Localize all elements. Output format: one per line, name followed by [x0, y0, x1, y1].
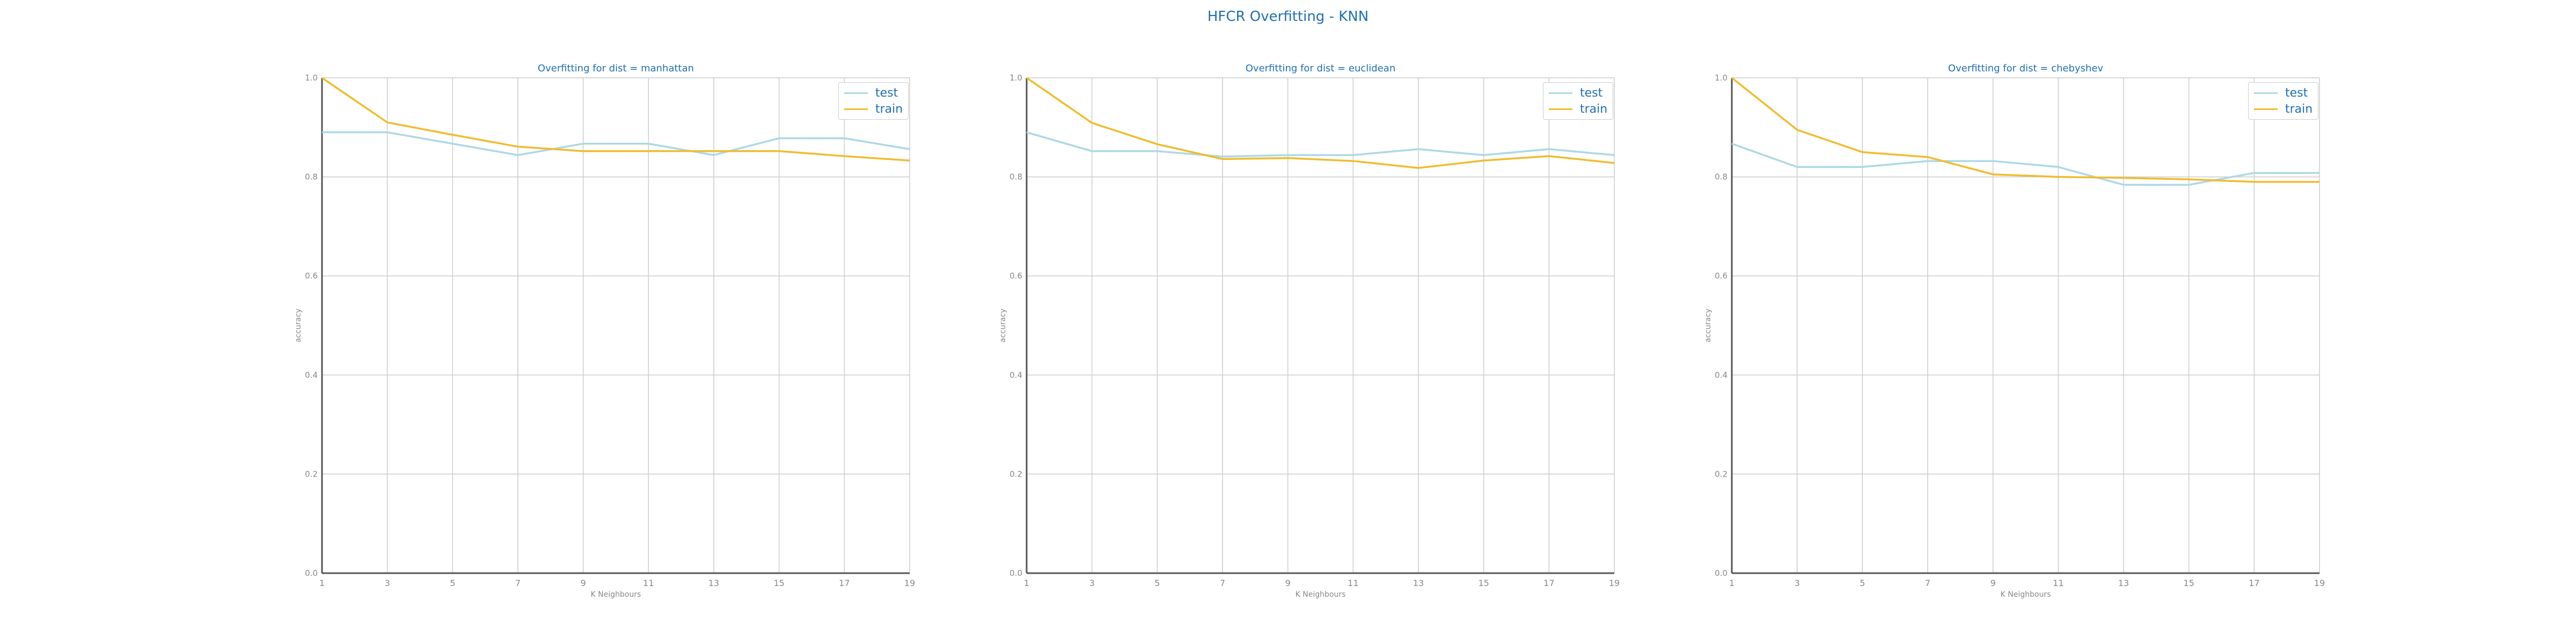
y-tick-label: 0.6 — [305, 271, 318, 281]
x-tick-label: 9 — [1285, 578, 1291, 588]
legend-swatch — [1549, 92, 1572, 94]
x-tick-label: 11 — [643, 578, 654, 588]
x-tick-label: 1 — [319, 578, 325, 588]
legend: test train — [1543, 82, 1614, 120]
x-tick-label: 15 — [1478, 578, 1489, 588]
series-line-train — [321, 77, 910, 162]
y-tick-label: 0.4 — [1009, 370, 1022, 380]
y-tick-label: 0.6 — [1009, 271, 1022, 281]
y-tick-label: 0.2 — [1009, 469, 1022, 479]
series-line-train — [1731, 77, 2319, 183]
y-tick-label: 0.2 — [1715, 469, 1728, 479]
chart-title: Overfitting for dist = chebyshev — [1948, 63, 2103, 74]
y-tick-label: 1.0 — [1009, 73, 1022, 83]
chart-panel-2: 1 3 5 7 9 11 13 15 17 190.00.20.40.60.81.0Overfit… — [999, 63, 1620, 599]
x-tick-label: 15 — [773, 578, 784, 588]
chart-panel-1: 1 3 5 7 9 11 13 15 17 190.00.20.40.60.81.0Overfit… — [294, 63, 915, 599]
y-axis-label: accuracy — [1704, 309, 1713, 342]
legend-label: train — [2285, 102, 2313, 116]
x-axis-label: K Neighbours — [1296, 590, 1346, 599]
series-line-test — [1026, 131, 1615, 158]
x-tick-label: 5 — [450, 578, 455, 588]
legend-label: test — [1580, 86, 1603, 100]
x-axis-label: K Neighbours — [2001, 590, 2051, 599]
legend-item-test: test — [844, 85, 903, 101]
legend-swatch — [844, 92, 868, 94]
x-tick-label: 13 — [1413, 578, 1424, 588]
y-tick-label: 0.4 — [1715, 370, 1728, 380]
x-tick-label: 3 — [1089, 578, 1095, 588]
legend-swatch — [844, 108, 868, 110]
legend-item-train: train — [2254, 101, 2312, 117]
legend-label: train — [875, 102, 903, 116]
legend: test train — [838, 82, 909, 120]
y-tick-label: 0.0 — [305, 568, 318, 578]
x-tick-label: 9 — [1990, 578, 1996, 588]
x-tick-label: 7 — [515, 578, 521, 588]
legend-label: test — [2285, 86, 2308, 100]
x-tick-label: 3 — [1795, 578, 1800, 588]
series-line-test — [1731, 143, 2319, 186]
x-tick-label: 17 — [1543, 578, 1554, 588]
y-tick-label: 0.8 — [1009, 172, 1022, 182]
x-tick-label: 17 — [2249, 578, 2259, 588]
chart-panel-3: 1 3 5 7 9 11 13 15 17 190.00.20.40.60.81.0Overfit… — [1704, 63, 2325, 599]
x-tick-label: 11 — [1348, 578, 1358, 588]
x-tick-label: 7 — [1925, 578, 1930, 588]
legend-label: test — [875, 86, 898, 100]
y-axis-label: accuracy — [294, 309, 303, 342]
y-tick-label: 0.0 — [1715, 568, 1728, 578]
y-tick-label: 0.8 — [1715, 172, 1728, 182]
x-tick-label: 17 — [839, 578, 850, 588]
x-axis-label: K Neighbours — [591, 590, 641, 599]
y-axis-label: accuracy — [999, 309, 1007, 342]
x-tick-label: 13 — [708, 578, 719, 588]
legend-swatch — [2254, 92, 2278, 94]
chart-title: Overfitting for dist = euclidean — [1246, 63, 1395, 74]
x-tick-label: 1 — [1024, 578, 1029, 588]
x-tick-label: 3 — [385, 578, 390, 588]
series-line-test — [322, 131, 910, 156]
x-tick-label: 19 — [2314, 578, 2325, 588]
x-tick-label: 9 — [581, 578, 586, 588]
x-tick-label: 5 — [1154, 578, 1160, 588]
x-tick-label: 11 — [2053, 578, 2063, 588]
y-tick-label: 1.0 — [305, 73, 318, 83]
y-tick-label: 0.8 — [305, 172, 318, 182]
y-tick-label: 0.6 — [1715, 271, 1728, 281]
y-tick-label: 1.0 — [1715, 73, 1728, 83]
y-tick-label: 0.2 — [305, 469, 318, 479]
legend-item-test: test — [2254, 85, 2312, 101]
x-tick-label: 19 — [904, 578, 915, 588]
legend-item-train: train — [844, 101, 903, 117]
legend-item-train: train — [1549, 101, 1607, 117]
x-tick-label: 13 — [2118, 578, 2129, 588]
legend-swatch — [1549, 108, 1572, 110]
x-tick-label: 7 — [1220, 578, 1225, 588]
x-tick-label: 19 — [1609, 578, 1620, 588]
y-tick-label: 0.0 — [1009, 568, 1022, 578]
figure-title: HFCR Overfitting - KNN — [1207, 9, 1369, 25]
legend-label: train — [1580, 102, 1608, 116]
x-tick-label: 1 — [1729, 578, 1735, 588]
y-tick-label: 0.4 — [305, 370, 318, 380]
series-line-train — [1026, 77, 1615, 169]
legend: test train — [2248, 82, 2319, 120]
chart-title: Overfitting for dist = manhattan — [538, 63, 694, 74]
x-tick-label: 15 — [2183, 578, 2194, 588]
x-tick-label: 5 — [1860, 578, 1865, 588]
legend-item-test: test — [1549, 85, 1607, 101]
legend-swatch — [2254, 108, 2278, 110]
